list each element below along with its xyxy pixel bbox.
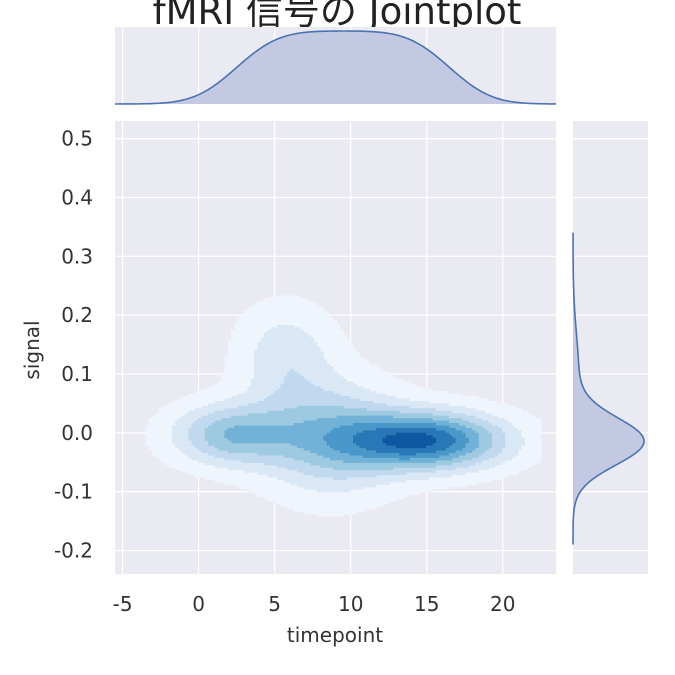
y-tick-labels: -0.2 -0.1 0.0 0.1 0.2 0.3 0.4 0.5 xyxy=(54,127,93,563)
y-tick-label: 0.5 xyxy=(61,127,93,151)
y-tick-label: -0.2 xyxy=(54,538,93,562)
kde-contour-level xyxy=(382,432,436,449)
x-tick-label: 10 xyxy=(338,592,363,616)
y-axis-label: signal xyxy=(20,320,44,379)
y-tick-label: 0.1 xyxy=(61,362,93,386)
y-tick-label: -0.1 xyxy=(54,480,93,504)
marginal-x-density-line xyxy=(115,30,557,105)
x-tick-label: 15 xyxy=(414,592,439,616)
x-tick-label: -5 xyxy=(113,592,133,616)
marginal-y-panel xyxy=(573,121,648,574)
kde-contours xyxy=(145,295,542,517)
y-tick-label: 0.3 xyxy=(61,244,93,268)
x-tick-label: 20 xyxy=(490,592,515,616)
x-tick-label: 5 xyxy=(268,592,281,616)
marginal-x-density-fill xyxy=(115,31,556,104)
marginal-y-density-fill xyxy=(573,232,644,545)
y-tick-label: 0.0 xyxy=(61,421,93,445)
y-tick-label: 0.4 xyxy=(61,185,93,209)
y-tick-label: 0.2 xyxy=(61,303,93,327)
x-tick-labels: -5 0 5 10 15 20 xyxy=(113,592,516,616)
x-tick-label: 0 xyxy=(192,592,205,616)
x-axis-label: timepoint xyxy=(287,623,383,647)
marginal-y-density-line xyxy=(572,232,645,545)
